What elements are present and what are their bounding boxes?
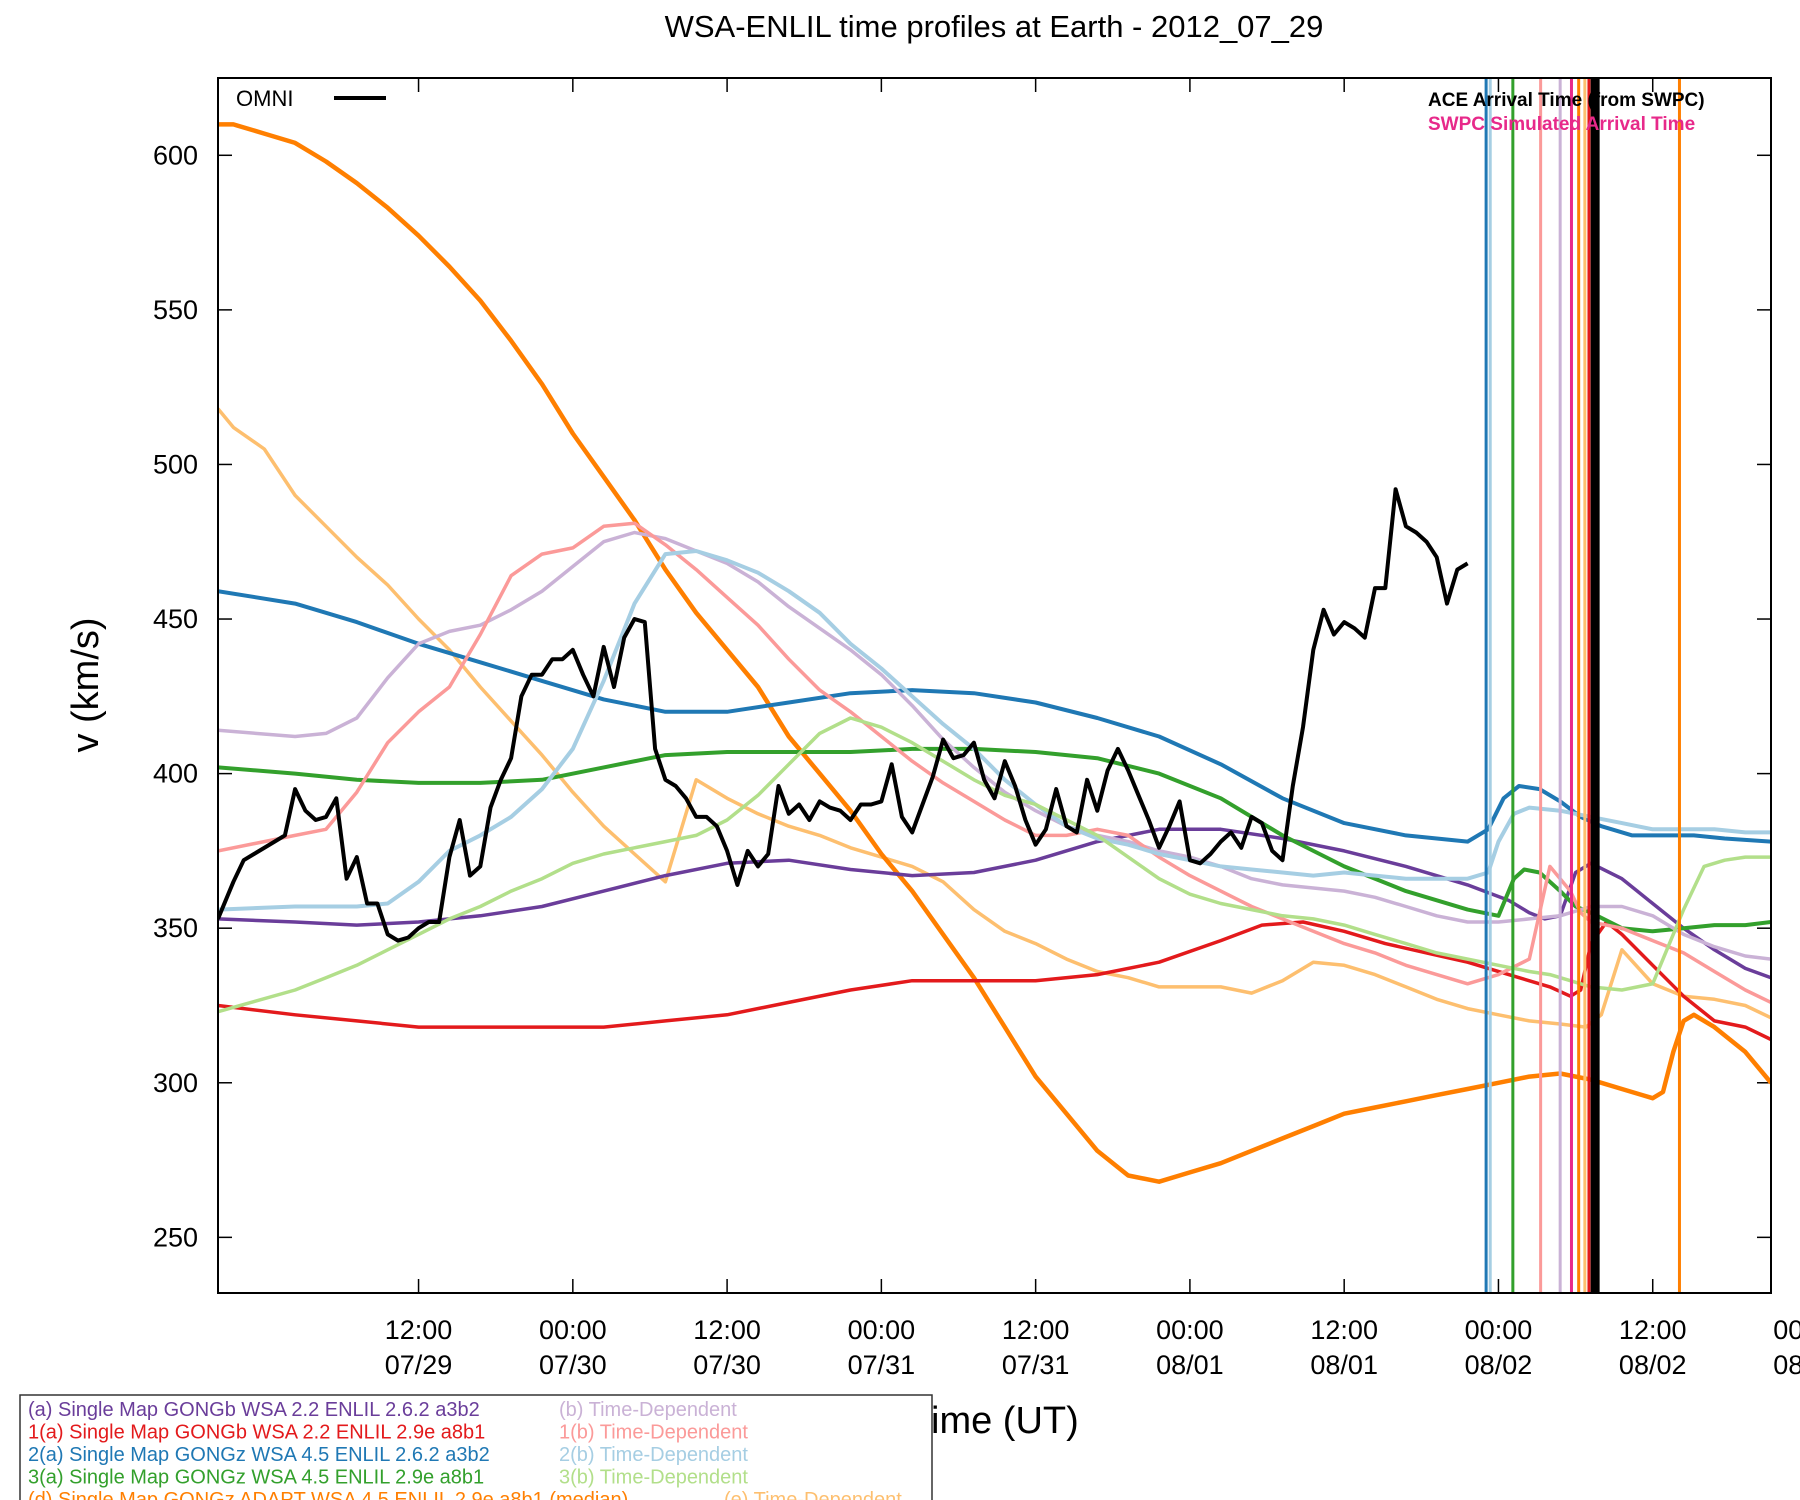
y-tick-label: 450 — [153, 604, 198, 634]
series-line — [218, 827, 1771, 980]
tick-labels: 250 300 350 400 450 500 550 600 12:00 07/29 00:00 0… — [153, 140, 1800, 1380]
legend-entry: (e) Time-Dependent — [724, 1489, 902, 1500]
legend-entry: 1(b) Time-Dependent — [559, 1422, 748, 1444]
axis-ticks — [218, 78, 1771, 1293]
y-tick-label: 250 — [153, 1222, 198, 1252]
x-tick-date: 08/02 — [1619, 1350, 1687, 1380]
x-tick-time: 12:00 — [1310, 1315, 1378, 1345]
legend-entry: 3(b) Time-Dependent — [559, 1467, 748, 1489]
legend-entry: 1(a) Single Map GONGb WSA 2.2 ENLIL 2.9e… — [28, 1422, 485, 1444]
x-tick-time: 00:00 — [1465, 1315, 1533, 1345]
y-tick-label: 600 — [153, 140, 198, 170]
omni-line — [218, 487, 1469, 943]
arrival-label: ACE Arrival Time (from SWPC) — [1428, 90, 1705, 111]
chart-title: WSA-ENLIL time profiles at Earth - 2012_… — [665, 9, 1324, 44]
arrival-label: SWPC Simulated Arrival Time — [1428, 114, 1695, 135]
y-tick-label: 500 — [153, 449, 198, 479]
plot-frame — [217, 77, 1772, 1294]
x-tick-time: 00:00 — [539, 1315, 607, 1345]
x-axis-title: Time (UT) — [909, 1400, 1079, 1442]
arrival-labels: ACE Arrival Time (from SWPC) SWPC Simulat… — [1428, 90, 1705, 135]
x-tick-time: 12:00 — [693, 1315, 761, 1345]
x-tick-date: 07/29 — [385, 1350, 453, 1380]
y-axis-title: v (km/s) — [65, 617, 107, 752]
legend-entry: 2(a) Single Map GONGz WSA 4.5 ENLIL 2.6.… — [28, 1444, 490, 1466]
y-tick-label: 400 — [153, 759, 198, 789]
legend-entry: (d) Single Map GONGz ADAPT WSA 4.5 ENLIL… — [28, 1489, 628, 1500]
x-tick-time: 00:00 — [1773, 1315, 1800, 1345]
y-tick-label: 300 — [153, 1068, 198, 1098]
legend-entry: (b) Time-Dependent — [559, 1399, 737, 1421]
x-tick-date: 08/02 — [1465, 1350, 1533, 1380]
series-line — [218, 716, 1771, 1014]
x-tick-date: 07/31 — [848, 1350, 916, 1380]
x-tick-date: 08/01 — [1310, 1350, 1378, 1380]
legend-entry: 3(a) Single Map GONGz WSA 4.5 ENLIL 2.9e… — [28, 1467, 484, 1489]
legend-entry: 2(b) Time-Dependent — [559, 1444, 748, 1466]
omni-key-label: OMNI — [236, 86, 293, 111]
arrival-lines — [1484, 78, 1681, 1293]
y-tick-label: 350 — [153, 913, 198, 943]
legend-entry: (a) Single Map GONGb WSA 2.2 ENLIL 2.6.2… — [28, 1399, 480, 1421]
x-tick-time: 00:00 — [848, 1315, 916, 1345]
omni-layer — [218, 487, 1469, 943]
series-line — [218, 589, 1771, 844]
y-tick-label: 550 — [153, 295, 198, 325]
omni-key: OMNI — [236, 86, 386, 111]
x-tick-date: 08/03 — [1773, 1350, 1800, 1380]
x-tick-time: 12:00 — [385, 1315, 453, 1345]
x-tick-time: 00:00 — [1156, 1315, 1224, 1345]
series-layer — [218, 122, 1771, 1184]
x-tick-date: 07/30 — [693, 1350, 761, 1380]
series-line — [218, 530, 1771, 961]
x-tick-date: 07/30 — [539, 1350, 607, 1380]
legend-box — [19, 1394, 933, 1500]
series-line — [218, 122, 1771, 1184]
plot-area — [218, 78, 1771, 1293]
legend-rows: (a) Single Map GONGb WSA 2.2 ENLIL 2.6.2… — [28, 1399, 902, 1500]
x-tick-date: 07/31 — [1002, 1350, 1070, 1380]
series-line — [218, 746, 1771, 934]
legend: (a) Single Map GONGb WSA 2.2 ENLIL 2.6.2… — [19, 1394, 933, 1500]
series-line — [218, 407, 1771, 1029]
x-tick-time: 12:00 — [1619, 1315, 1687, 1345]
x-tick-date: 08/01 — [1156, 1350, 1224, 1380]
series-line — [218, 521, 1771, 1004]
x-tick-time: 12:00 — [1002, 1315, 1070, 1345]
